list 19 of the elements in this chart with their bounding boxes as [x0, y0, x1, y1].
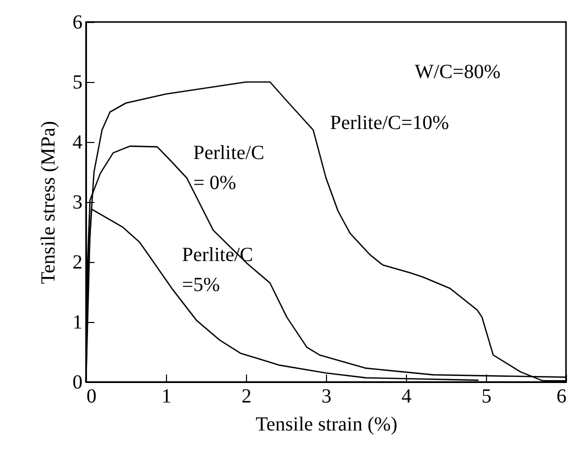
- series-label: Perlite/C = 0%: [193, 142, 264, 194]
- y-tick-label: 3: [72, 192, 82, 214]
- x-axis-title: Tensile strain (%): [256, 414, 398, 436]
- y-tick-label: 5: [72, 72, 82, 94]
- x-tick-label: 3: [322, 386, 332, 408]
- x-tick-label: 6: [556, 386, 566, 408]
- series-label: Perlite/C=10%: [330, 112, 450, 134]
- x-tick-label: 4: [402, 386, 412, 408]
- y-tick-label: 0: [72, 372, 82, 394]
- y-axis-title: Tensile stress (MPa): [38, 120, 60, 284]
- annotation: W/C=80%: [414, 60, 501, 83]
- x-tick-label: 1: [162, 386, 172, 408]
- y-tick-label: 6: [72, 12, 82, 34]
- y-tick-label: 4: [72, 132, 82, 154]
- x-tick-label: 2: [242, 386, 252, 408]
- x-tick-label: 0: [86, 386, 96, 408]
- y-tick-label: 2: [72, 252, 82, 274]
- x-tick-label: 5: [482, 386, 492, 408]
- y-tick-label: 1: [72, 312, 82, 334]
